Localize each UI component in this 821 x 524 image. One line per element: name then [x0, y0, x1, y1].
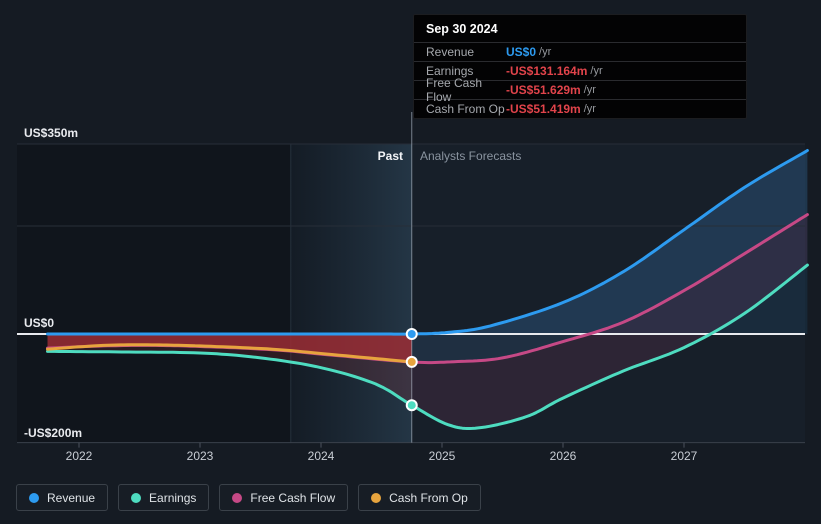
tooltip-row-label: Revenue: [426, 45, 475, 59]
area-fill-4: [411, 214, 808, 429]
chart-legend: Revenue Earnings Free Cash Flow Cash From O…: [16, 484, 481, 511]
series-line-earnings: [46, 263, 809, 430]
divider-marker-earnings: [405, 399, 418, 412]
area-fill-2: [411, 150, 808, 334]
legend-color-dot-icon: [371, 492, 382, 503]
hovered-year-highlight-band: [290, 144, 412, 443]
divider-marker-revenue: [405, 328, 418, 340]
series-line-cash-from-op: [46, 343, 414, 364]
divider-marker-cash-from-op: [405, 355, 418, 368]
legend-item-free-cash-flow[interactable]: Free Cash Flow: [219, 484, 349, 511]
tooltip-row-free-cash-flow: Free Cash Flow -US$51.629m/yr: [414, 76, 746, 104]
area-fill-1: [47, 344, 412, 406]
tooltip-row-unit: /yr: [583, 103, 596, 115]
tooltip-row-revenue: Revenue US$0/yr: [414, 42, 746, 61]
tooltip-row-value: -US$131.164m: [506, 64, 588, 78]
legend-color-dot-icon: [232, 492, 243, 503]
tooltip-row-label: Cash From Op: [426, 102, 505, 116]
tooltip-row-unit: /yr: [583, 84, 596, 96]
legend-color-dot-icon: [131, 492, 142, 503]
tooltip-row-cash-from-op: Cash From Op -US$51.419m/yr: [414, 99, 746, 118]
area-fill-0: [47, 334, 412, 362]
tooltip-row-unit: /yr: [590, 65, 603, 77]
tooltip-row-value: -US$51.419m: [506, 102, 581, 116]
legend-item-label: Cash From Op: [389, 490, 468, 505]
tooltip-row-value: -US$51.629m: [506, 83, 581, 97]
tooltip-row-label: Free Cash Flow: [426, 76, 483, 104]
legend-item-revenue[interactable]: Revenue: [16, 484, 109, 511]
forecast-region-background: [411, 144, 805, 443]
tooltip-date-title: Sep 30 2024: [426, 22, 498, 36]
legend-item-cash-from-op[interactable]: Cash From Op: [358, 484, 481, 511]
tooltip-rows: Revenue US$0/yr Earnings -US$131.164m/yr Fre…: [414, 42, 746, 118]
legend-color-dot-icon: [29, 492, 39, 503]
tooltip-row-earnings: Earnings -US$131.164m/yr: [414, 61, 746, 80]
legend-item-label: Earnings: [149, 490, 197, 505]
legend-item-earnings[interactable]: Earnings: [118, 484, 210, 511]
legend-item-label: Revenue: [47, 490, 96, 505]
area-fill-3: [411, 150, 808, 363]
tooltip-row-unit: /yr: [539, 46, 552, 58]
chart-tooltip: Sep 30 2024 Revenue US$0/yr Earnings -US$13…: [413, 14, 747, 119]
series-line-revenue: [46, 149, 809, 336]
tooltip-row-value: US$0: [506, 45, 537, 59]
legend-item-label: Free Cash Flow: [250, 490, 336, 505]
tooltip-row-label: Earnings: [426, 64, 474, 78]
